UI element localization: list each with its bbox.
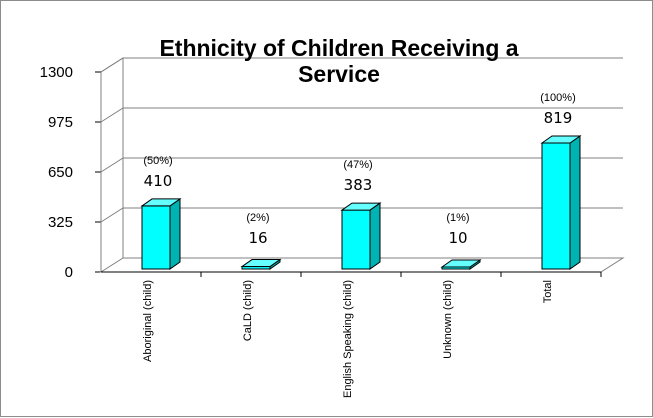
y-tick-label: 1300: [40, 64, 73, 81]
x-category-label: English Speaking (child): [342, 280, 354, 398]
data-label-percent: (47%): [343, 159, 372, 171]
y-tick-label: 975: [48, 114, 73, 131]
bar-side: [369, 202, 381, 270]
chart-title: Ethnicity of Children Receiving a: [159, 35, 518, 61]
x-category-label: Total: [542, 280, 554, 303]
data-label-value: 819: [544, 109, 573, 127]
data-label-percent: (100%): [540, 92, 575, 104]
bar-front: [341, 209, 371, 270]
gridline: [100, 57, 623, 73]
data-label-percent: (50%): [143, 155, 172, 167]
bar-top: [340, 202, 382, 211]
data-label-value: 383: [344, 176, 373, 194]
x-category-label: Aboriginal (child): [142, 280, 154, 362]
bar-front: [541, 142, 571, 270]
gridline: [100, 157, 623, 173]
y-tick-label: 0: [65, 264, 73, 281]
bar-top: [140, 198, 182, 207]
y-tick-label: 650: [48, 164, 73, 181]
bar-top: [440, 259, 482, 268]
gridline: [100, 107, 623, 123]
data-label-value: 16: [248, 229, 267, 247]
bar-side: [169, 197, 181, 270]
x-category-label: Unknown (child): [442, 280, 454, 359]
data-label-percent: (2%): [246, 212, 269, 224]
data-label-percent: (1%): [446, 212, 469, 224]
bar-top: [540, 135, 582, 144]
gridline: [100, 207, 623, 223]
chart-title: Service: [298, 61, 380, 87]
bar-side: [569, 135, 581, 270]
y-tick-label: 325: [48, 214, 73, 231]
bar-front: [141, 205, 171, 270]
x-category-label: CaLD (child): [242, 280, 254, 341]
bar-top: [240, 259, 282, 268]
data-label-value: 410: [144, 172, 173, 190]
data-label-value: 10: [448, 229, 467, 247]
